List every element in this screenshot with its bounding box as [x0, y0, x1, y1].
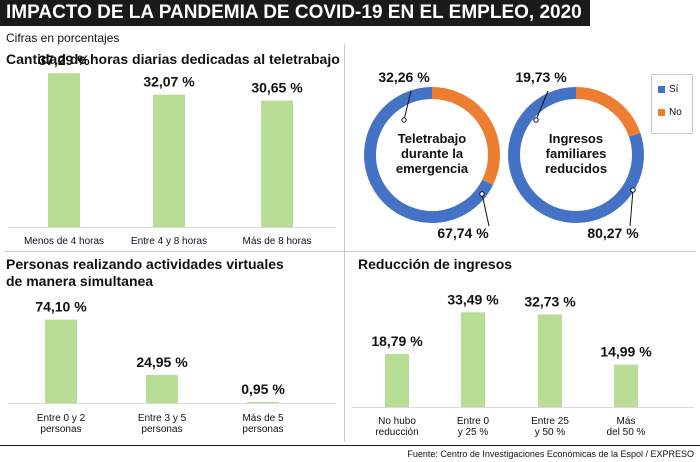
personas-bar-0	[45, 319, 77, 403]
title-bar: IMPACTO DE LA PANDEMIA DE COVID-19 EN EL…	[0, 0, 590, 26]
personas-bar-2	[247, 401, 279, 403]
horizontal-divider	[4, 251, 696, 252]
chart-title-personas: Personas realizando actividades virtuale…	[6, 256, 284, 290]
subtitle: Cifras en porcentajes	[6, 31, 120, 45]
teletrabajo-value-label-si: 67,74 %	[437, 225, 489, 241]
reduccion-value-label-0: 18,79 %	[371, 333, 423, 349]
ingresos-center-label-0: Ingresos	[549, 131, 603, 146]
pie-legend: Sí No	[651, 74, 693, 134]
reduccion-bar-3	[614, 364, 638, 407]
vertical-divider	[344, 44, 345, 442]
page-title: IMPACTO DE LA PANDEMIA DE COVID-19 EN EL…	[0, 0, 590, 26]
reduccion-value-label-1: 33,49 %	[447, 291, 499, 307]
teletrabajo-center-label-1: durante la	[401, 146, 464, 161]
horas-category-label-0: Menos de 4 horas	[24, 236, 104, 247]
chart-title-horas: Cantidad de horas diarias dedicadas al t…	[6, 51, 340, 67]
personas-category-label-2-1: personas	[242, 424, 283, 435]
personas-category-label-1-1: personas	[141, 424, 182, 435]
teletrabajo-value-label-no: 32,26 %	[378, 69, 430, 85]
teletrabajo-leader-no	[403, 90, 412, 121]
chart-title-personas-line-1: Personas realizando actividades virtuale…	[6, 256, 284, 272]
personas-value-label-0: 74,10 %	[35, 299, 87, 315]
ingresos-value-label-no: 19,73 %	[515, 69, 567, 85]
teletrabajo-center-label-2: emergencia	[396, 161, 469, 176]
horas-bar-2	[261, 100, 293, 227]
reduccion-category-label-0-1: reducción	[375, 427, 418, 438]
reduccion-bar-1	[461, 312, 485, 407]
ingresos-slice-si	[508, 87, 644, 223]
ingresos-leader-si	[629, 189, 634, 227]
legend-label-no: No	[669, 107, 682, 118]
personas-category-label-0-1: personas	[40, 424, 81, 435]
legend-item-no: No	[658, 107, 682, 118]
reduccion-value-label-3: 14,99 %	[600, 344, 652, 360]
chart-title-reduccion: Reducción de ingresos	[358, 256, 513, 272]
ingresos-center-label-2: reducidos	[545, 161, 607, 176]
ingresos-leader-dot-si	[630, 187, 636, 193]
reduccion-value-label-2: 32,73 %	[524, 293, 576, 309]
ingresos-center-label-1: familiares	[546, 146, 607, 161]
horas-value-label-1: 32,07 %	[143, 74, 195, 90]
reduccion-category-label-0-0: No hubo	[378, 416, 416, 427]
horas-bar-0	[48, 73, 80, 228]
horas-category-label-1: Entre 4 y 8 horas	[131, 236, 207, 247]
teletrabajo-leader-dot-no	[401, 117, 407, 123]
reduccion-category-label-2-0: Entre 25	[531, 416, 569, 427]
teletrabajo-slice-si	[364, 87, 494, 223]
teletrabajo-leader-dot-si	[479, 191, 485, 197]
legend-item-si: Sí	[658, 84, 678, 95]
personas-category-label-2-0: Más de 5	[242, 413, 284, 424]
horas-value-label-2: 30,65 %	[251, 80, 303, 96]
horas-value-label-0: 37,29 %	[38, 52, 90, 68]
reduccion-category-label-3-0: Más	[617, 416, 636, 427]
reduccion-category-label-2-1: y 50 %	[535, 427, 566, 438]
legend-swatch-si	[658, 86, 665, 93]
reduccion-category-label-1-1: y 25 %	[458, 427, 489, 438]
source-note: Fuente: Centro de Investigaciones Económ…	[407, 449, 694, 459]
personas-value-label-2: 0,95 %	[241, 381, 285, 397]
personas-value-label-1: 24,95 %	[136, 354, 188, 370]
legend-label-si: Sí	[669, 84, 679, 95]
legend-swatch-no	[658, 109, 665, 116]
personas-category-label-0-0: Entre 0 y 2	[37, 413, 86, 424]
personas-bar-1	[146, 374, 178, 403]
ingresos-slice-no	[575, 87, 641, 138]
horas-bar-1	[153, 94, 185, 228]
reduccion-bar-2	[538, 314, 562, 407]
ingresos-value-label-si: 80,27 %	[587, 225, 639, 241]
teletrabajo-leader-si	[481, 193, 490, 227]
ingresos-leader-dot-no	[533, 117, 539, 123]
reduccion-bar-0	[385, 353, 409, 407]
personas-category-label-1-0: Entre 3 y 5	[138, 413, 187, 424]
footer-divider	[0, 445, 700, 446]
reduccion-category-label-3-1: del 50 %	[607, 427, 646, 438]
ingresos-leader-no	[535, 90, 549, 121]
chart-title-personas-line-2: de manera simultanea	[6, 273, 154, 289]
teletrabajo-slice-no	[431, 87, 500, 185]
teletrabajo-center-label-0: Teletrabajo	[398, 131, 466, 146]
horas-category-label-2: Más de 8 horas	[243, 236, 312, 247]
reduccion-category-label-1-0: Entre 0	[457, 416, 490, 427]
